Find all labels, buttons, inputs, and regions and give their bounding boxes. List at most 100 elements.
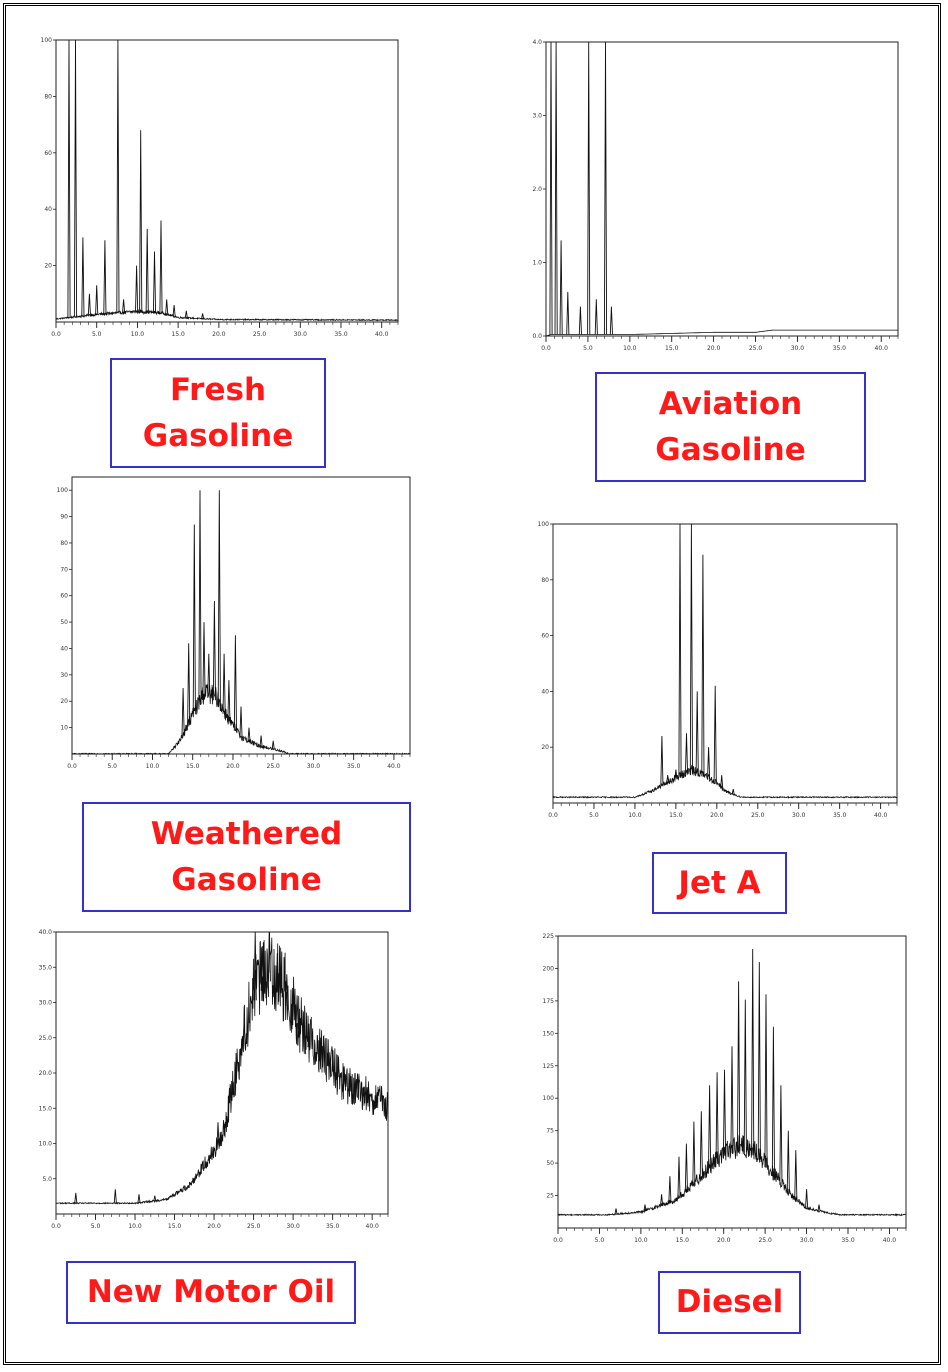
peak <box>684 1143 688 1193</box>
x-tick-label: 20.0 <box>207 1223 221 1230</box>
y-tick-label: 40 <box>44 206 52 213</box>
peak <box>87 293 91 316</box>
x-tick-label: 25.0 <box>751 812 765 819</box>
y-tick-label: 175 <box>543 998 555 1005</box>
x-tick-label: 35.0 <box>841 1237 855 1244</box>
peak <box>771 1026 775 1177</box>
peak <box>559 240 563 335</box>
x-tick-label: 0.0 <box>67 763 77 770</box>
peak <box>817 1204 821 1212</box>
y-tick-label: 10.0 <box>39 1141 53 1148</box>
caption-line-1: Weathered <box>150 815 343 852</box>
peak <box>192 1177 196 1181</box>
peak <box>779 1085 783 1185</box>
caption-line-1: Fresh <box>169 371 267 408</box>
peak <box>549 41 553 335</box>
x-tick-label: 0.0 <box>51 1223 61 1230</box>
peak <box>153 1195 157 1202</box>
peak <box>135 265 139 313</box>
plot-area <box>545 41 899 337</box>
x-tick-label: 35.0 <box>347 763 361 770</box>
y-tick-label: 75 <box>546 1128 554 1135</box>
x-tick-label: 15.0 <box>168 1223 182 1230</box>
caption-new-motor-oil: New Motor Oil <box>66 1261 356 1324</box>
peak <box>159 220 163 314</box>
x-tick-label: 10.0 <box>131 331 145 338</box>
y-tick-label: 25.0 <box>39 1035 53 1042</box>
y-tick-label: 40 <box>541 688 549 695</box>
peak <box>227 680 231 723</box>
y-tick-label: 3.0 <box>532 113 542 120</box>
peak <box>275 953 279 992</box>
x-tick-label: 20.0 <box>717 1237 731 1244</box>
x-tick-label: 10.0 <box>628 812 642 819</box>
y-tick-label: 80 <box>541 577 549 584</box>
peak <box>271 740 275 750</box>
peak <box>295 995 299 1029</box>
y-tick-label: 20.0 <box>39 1070 53 1077</box>
peak <box>720 775 724 789</box>
peak <box>216 1122 220 1149</box>
peak <box>187 643 191 726</box>
x-tick-label: 25.0 <box>253 331 267 338</box>
chromatogram-aviation-gasoline: 0.0 1.0 2.0 3.0 4.0 0.0 5.0 10.0 15.0 20.0 25.0 30.… <box>532 39 899 352</box>
caption-fresh-gasoline: Fresh Gasoline <box>110 358 326 468</box>
x-tick-label: 15.0 <box>676 1237 690 1244</box>
chromatogram-new-motor-oil: 5.0 10.0 15.0 20.0 25.0 30.0 35.0 40.0 0.0 5.0 10.… <box>39 929 389 1230</box>
y-tick-label: 60 <box>541 633 549 640</box>
peak <box>331 1058 335 1077</box>
peak <box>172 305 176 317</box>
peak <box>95 285 99 315</box>
peak <box>137 1194 141 1204</box>
peak <box>73 39 78 318</box>
y-tick-label: 5.0 <box>42 1176 52 1183</box>
peak <box>259 735 263 748</box>
peak <box>566 291 570 335</box>
y-tick-label: 20 <box>60 698 68 705</box>
x-tick-label: 25.0 <box>749 345 763 352</box>
peak <box>233 635 237 731</box>
peak <box>743 999 747 1153</box>
x-tick-label: 40.0 <box>375 331 389 338</box>
x-tick-label: 10.0 <box>128 1223 142 1230</box>
peak <box>603 41 608 335</box>
trace-baseline <box>55 308 399 322</box>
x-tick-label: 30.0 <box>307 763 321 770</box>
peak <box>737 981 741 1151</box>
caption-weathered-gasoline: Weathered Gasoline <box>82 802 411 912</box>
peak <box>145 228 149 313</box>
peak <box>713 685 717 783</box>
x-tick-label: 40.0 <box>366 1223 380 1230</box>
x-tick-label: 5.0 <box>595 1237 605 1244</box>
y-tick-label: 80 <box>60 540 68 547</box>
x-tick-label: 35.0 <box>334 331 348 338</box>
plot-area <box>55 931 389 1215</box>
peak <box>222 653 226 714</box>
peak <box>366 1087 370 1104</box>
peak <box>786 1130 790 1194</box>
y-tick-label: 100 <box>57 487 69 494</box>
x-tick-label: 10.0 <box>634 1237 648 1244</box>
peak <box>201 313 205 320</box>
chart-jet-a: 20 40 60 80 100 0.0 5.0 10.0 15.0 20.0 25.0 30.0 35.… <box>535 521 901 829</box>
peak <box>715 1072 719 1163</box>
x-tick-label: 15.0 <box>186 763 200 770</box>
peak <box>730 1046 734 1154</box>
x-tick-label: 0.0 <box>51 331 61 338</box>
x-tick-label: 30.0 <box>800 1237 814 1244</box>
peak <box>666 775 670 784</box>
peak <box>307 1023 311 1048</box>
peak <box>342 1072 347 1091</box>
chart-aviation-gasoline: 0.0 1.0 2.0 3.0 4.0 0.0 5.0 10.0 15.0 20.0 25.0 30.… <box>530 39 902 362</box>
peak <box>139 130 143 313</box>
peak <box>660 735 664 787</box>
y-tick-label: 20 <box>44 263 52 270</box>
peak <box>181 687 185 737</box>
y-tick-label: 60 <box>44 150 52 157</box>
x-tick-label: 40.0 <box>875 345 889 352</box>
peak <box>212 600 216 701</box>
y-tick-label: 90 <box>60 514 68 521</box>
x-tick-label: 35.0 <box>833 812 847 819</box>
peak <box>184 310 188 319</box>
chart-fresh-gasoline: 20 40 60 80 100 0.0 5.0 10.0 15.0 20.0 25.0 30.0 35.… <box>40 37 402 348</box>
